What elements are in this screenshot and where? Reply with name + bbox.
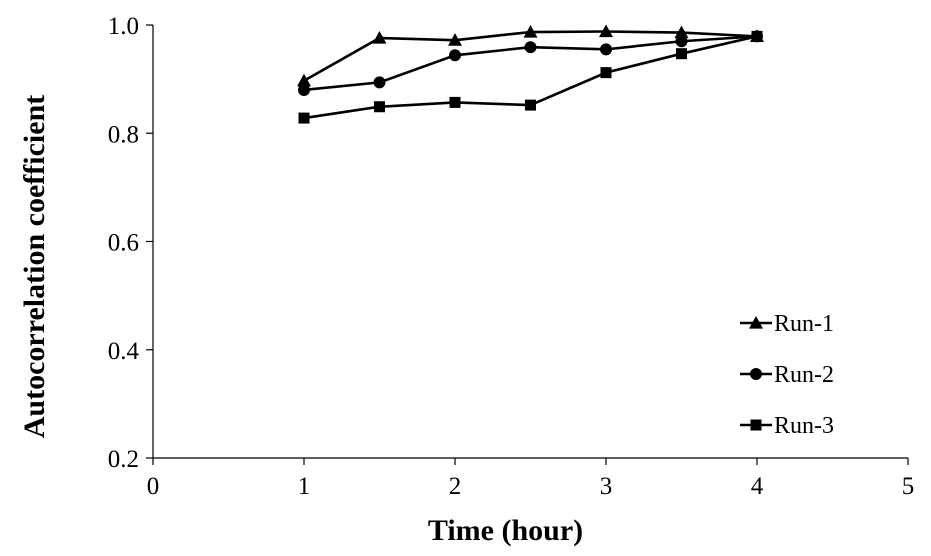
y-tick-label: 1.0 — [108, 13, 139, 40]
axes: 0 1 2 3 4 5 0.2 0.4 0.6 0.8 1.0 — [108, 13, 915, 500]
y-tick-label: 0.2 — [108, 446, 139, 473]
data-point-run-1 — [674, 25, 689, 39]
legend-item-run-1: Run-1 — [740, 311, 834, 337]
x-tick-label: 0 — [147, 473, 160, 500]
x-tick-label: 3 — [600, 473, 613, 500]
legend-marker-square — [750, 419, 762, 431]
y-tick-label: 0.6 — [108, 230, 139, 257]
legend-item-run-3: Run-3 — [740, 413, 834, 439]
y-axis-title: Autocorrelation coefficient — [18, 95, 51, 439]
plot-area — [297, 24, 764, 124]
data-point-run-1 — [297, 73, 311, 87]
data-point-run-2 — [449, 49, 461, 62]
data-point-run-3 — [751, 30, 763, 42]
series-run-2 — [298, 30, 763, 96]
series-run-3 — [298, 30, 763, 124]
legend-item-run-2: Run-2 — [740, 362, 834, 388]
y-tick-label: 0.8 — [108, 121, 139, 148]
x-axis-title: Time (hour) — [428, 514, 583, 547]
data-point-run-2 — [524, 41, 537, 54]
x-tick-label: 5 — [902, 473, 915, 500]
legend-marker-circle — [750, 368, 762, 380]
legend: Run-1 Run-2 Run-3 — [740, 311, 834, 439]
data-point-run-2 — [373, 76, 386, 89]
legend-label: Run-3 — [774, 413, 834, 439]
series-run-1 — [297, 24, 764, 87]
legend-marker-triangle — [749, 316, 763, 329]
data-point-run-2 — [600, 43, 612, 56]
y-tick-label: 0.4 — [108, 338, 140, 365]
data-point-run-2 — [675, 35, 688, 48]
data-point-run-3 — [298, 112, 310, 124]
data-point-run-1 — [599, 24, 613, 38]
data-point-run-3 — [676, 48, 687, 60]
x-tick-label: 1 — [298, 473, 311, 500]
data-point-run-1 — [448, 33, 462, 46]
data-point-run-3 — [449, 96, 461, 108]
legend-label: Run-2 — [774, 362, 834, 388]
data-point-run-3 — [525, 99, 536, 111]
series-line-run-1 — [303, 30, 758, 82]
data-point-run-1 — [523, 25, 538, 38]
x-tick-label: 4 — [751, 473, 764, 500]
data-point-run-3 — [374, 101, 385, 113]
data-point-run-2 — [298, 83, 310, 96]
legend-label: Run-1 — [774, 311, 834, 337]
data-point-run-1 — [372, 30, 387, 44]
data-point-run-3 — [600, 67, 612, 79]
x-tick-label: 2 — [449, 473, 462, 500]
